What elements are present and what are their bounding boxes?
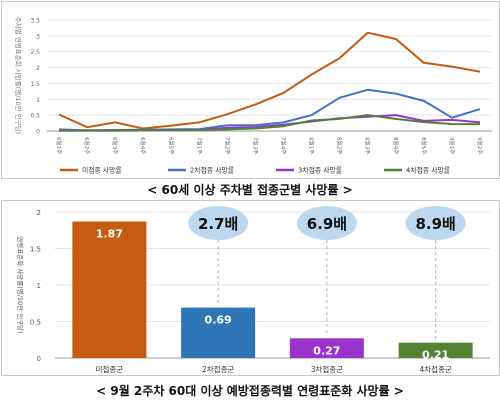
y-tick-label: 3.5 (30, 18, 40, 25)
series-line (59, 114, 481, 132)
y-tick-label: 2 (37, 209, 41, 217)
vaccination-death-rate-bar-chart: 0 0.5 1 1.5 2 연령표준화 사망률(명/10만 인구당) 1.87 미접종군 0.6… (16, 206, 490, 374)
bar (398, 342, 473, 358)
x-tick-label: 9월2주 (476, 137, 484, 154)
x-tick-label: 7월4주 (280, 137, 288, 154)
y-tick-label: 0 (36, 129, 40, 136)
x-tick-label: 7월1주 (195, 137, 203, 154)
x-tick-label: 8월2주 (336, 137, 344, 154)
legend-label: 미접종 사망률 (82, 166, 122, 175)
y-tick-label: 2.5 (30, 49, 40, 56)
x-tick-label: 7월2주 (223, 137, 231, 154)
series-line (58, 31, 481, 130)
x-tick-label: 4차접종군 (419, 365, 451, 374)
x-tick-label: 3차접종군 (311, 365, 343, 374)
ratio-label: 6.9배 (307, 215, 347, 233)
bar (72, 221, 147, 358)
x-tick-label: 2차접종군 (202, 365, 234, 374)
legend-label: 2차접종 사망률 (190, 166, 234, 175)
y-tick-label: 3 (36, 33, 40, 40)
bar (289, 338, 364, 358)
bar-value-label: 0.27 (313, 344, 340, 357)
x-tick-label: 6월2주 (83, 137, 91, 154)
top-chart-caption: < 60세 이상 주차별 접종군별 사망률 > (147, 183, 353, 197)
x-tick-label: 미접종군 (96, 365, 124, 374)
ratio-badge (296, 206, 357, 240)
x-tick-label: 9월1주 (448, 137, 456, 154)
bar-value-label: 1.87 (96, 227, 123, 240)
bar-value-label: 0.69 (205, 314, 232, 327)
bottom-chart-caption: < 9월 2주차 60대 이상 예방접종력별 연령표준화 사망률 > (96, 384, 404, 398)
legend-label: 3차접종 사망률 (298, 166, 342, 175)
legend-label: 4차접종 사망률 (406, 166, 450, 175)
x-tick-label: 8월3주 (364, 137, 372, 154)
x-tick-label: 6월5주 (167, 137, 175, 154)
y-axis-label: 연령표준화 사망률(명/10만 인구당) (16, 236, 25, 333)
y-tick-label: 1.5 (30, 81, 40, 88)
ratio-label: 2.7배 (198, 215, 238, 233)
x-tick-label: 8월1주 (308, 137, 316, 154)
x-tick-label: 7월3주 (251, 137, 259, 154)
x-tick-label: 6월3주 (111, 137, 119, 154)
ratio-badge (188, 206, 249, 240)
x-tick-label: 8월5주 (420, 137, 428, 154)
ratio-label: 8.9배 (415, 215, 455, 233)
x-tick-label: 6월1주 (55, 137, 63, 154)
y-tick-label: 1 (37, 282, 41, 290)
ratio-badge (405, 206, 466, 240)
y-tick-label: 1.5 (30, 246, 41, 254)
y-tick-label: 2 (36, 65, 40, 72)
bar (181, 307, 256, 358)
y-tick-label: 0 (37, 355, 41, 363)
weekly-death-rate-line-chart: 0 0.5 1 1.5 2 2.5 3 3.5 주차별 연령표준화 사망률(명/10만 인구당)… (14, 17, 492, 175)
x-tick-label: 6월4주 (139, 137, 147, 154)
bar-value-label: 0.21 (422, 349, 449, 362)
x-tick-label: 8월4주 (392, 137, 400, 154)
y-axis-label: 주차별 연령표준화 사망률(명/10만 인구당) (14, 17, 23, 134)
y-tick-label: 0.5 (30, 319, 41, 327)
y-tick-label: 0.5 (30, 113, 40, 120)
y-tick-label: 1 (36, 97, 40, 104)
